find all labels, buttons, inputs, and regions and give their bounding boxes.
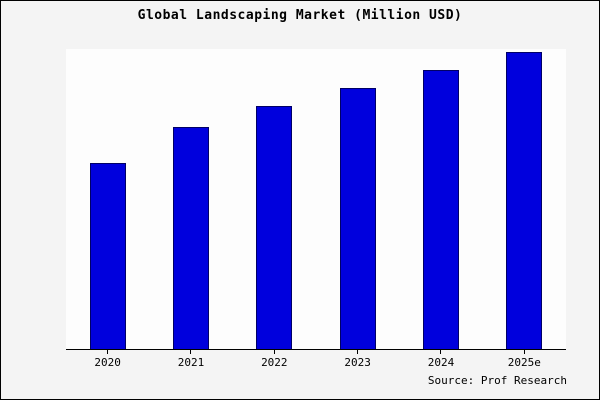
x-tick-mark — [357, 350, 359, 354]
x-tick-label-2024: 2024 — [427, 356, 455, 369]
bar-slot — [233, 49, 316, 349]
bar-slot — [483, 49, 566, 349]
x-tick-mark — [190, 350, 192, 354]
x-tick-label-2023: 2023 — [344, 356, 371, 369]
bar-2025e — [506, 52, 543, 349]
chart-title: Global Landscaping Market (Million USD) — [137, 8, 463, 23]
x-tick-label-2021: 2021 — [177, 356, 205, 369]
x-tick-label-2022: 2022 — [261, 356, 288, 369]
x-slot: 2022 — [233, 350, 316, 369]
x-slot: 2024 — [399, 350, 482, 369]
bar-2023 — [339, 88, 376, 349]
bar-2022 — [256, 106, 293, 349]
x-slot: 2023 — [316, 350, 399, 369]
bar-slot — [66, 49, 149, 349]
bar-2020 — [89, 163, 126, 349]
bar-2021 — [172, 127, 209, 349]
bar-slot — [149, 49, 232, 349]
x-tick-mark — [523, 350, 525, 354]
x-slot: 2021 — [149, 350, 232, 369]
bars-container — [66, 49, 566, 349]
x-tick-mark — [273, 350, 275, 354]
bar-slot — [316, 49, 399, 349]
x-tick-label-2025e: 2025e — [507, 356, 541, 369]
x-axis-labels: 2020 2021 2022 2023 2024 2025e — [66, 350, 566, 369]
x-tick-mark — [107, 350, 109, 354]
x-slot: 2025e — [483, 350, 566, 369]
bar-slot — [399, 49, 482, 349]
plot-area — [66, 49, 566, 350]
bar-2024 — [422, 70, 459, 349]
x-tick-mark — [440, 350, 442, 354]
x-tick-label-2020: 2020 — [94, 356, 121, 369]
source-label: Source: Prof Research — [427, 374, 567, 387]
x-slot: 2020 — [66, 350, 149, 369]
